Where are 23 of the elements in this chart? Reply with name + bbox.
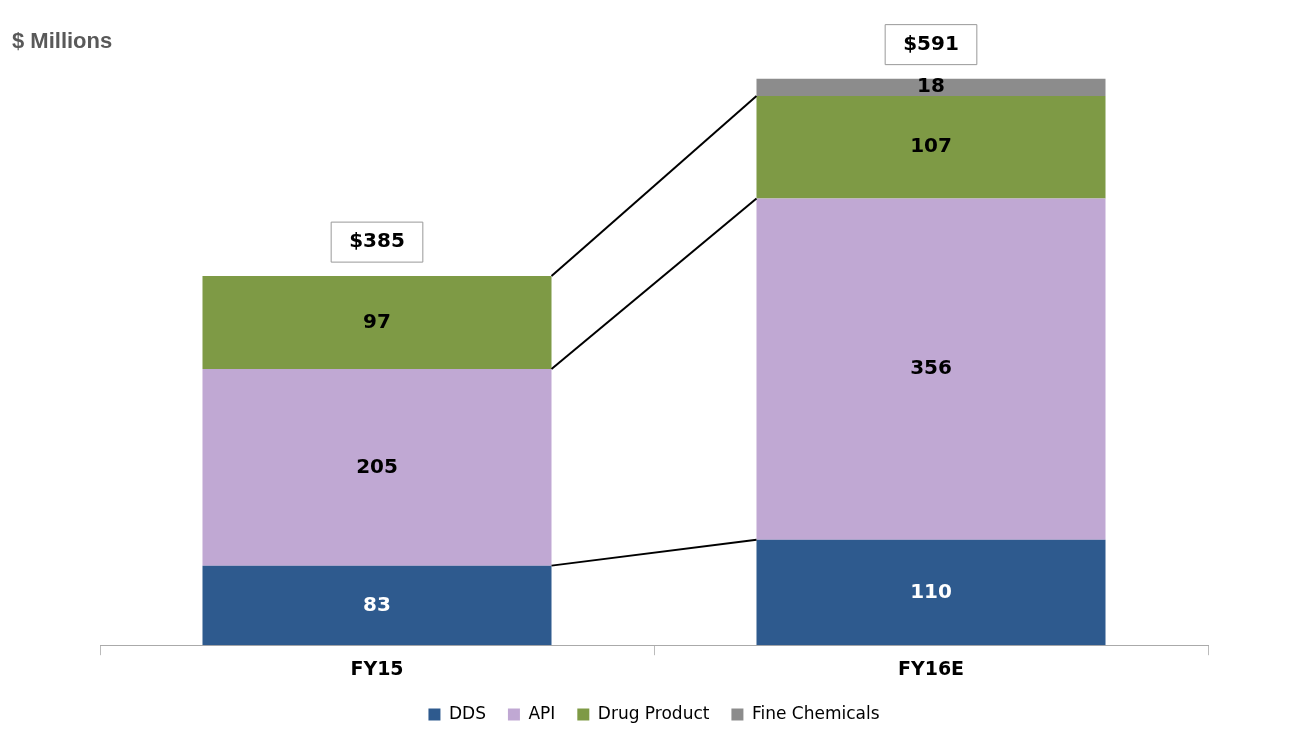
data-label: 97 xyxy=(363,308,391,333)
data-label: 110 xyxy=(910,578,952,603)
x-tick-label: FY15 xyxy=(350,656,404,679)
x-tick-label: FY16E xyxy=(897,656,965,679)
bar xyxy=(202,276,552,370)
legend-label: DDS xyxy=(448,702,486,723)
total-label: $591 xyxy=(903,30,959,55)
legend-label: Fine Chemicals xyxy=(751,702,880,723)
bar xyxy=(756,198,1106,540)
legend-label: API xyxy=(528,702,556,723)
bar xyxy=(202,369,552,566)
data-label: 83 xyxy=(363,591,391,616)
data-label: 107 xyxy=(910,133,952,158)
bar xyxy=(202,565,552,646)
bar xyxy=(756,539,1106,646)
legend-label: Drug Product xyxy=(597,702,710,723)
bar xyxy=(756,95,1106,199)
data-label: 205 xyxy=(356,453,398,478)
data-label: 18 xyxy=(917,73,945,98)
total-label: $385 xyxy=(349,228,405,253)
y-axis-title: $ Millions xyxy=(12,28,113,54)
bar xyxy=(756,78,1106,96)
data-label: 356 xyxy=(910,355,952,380)
